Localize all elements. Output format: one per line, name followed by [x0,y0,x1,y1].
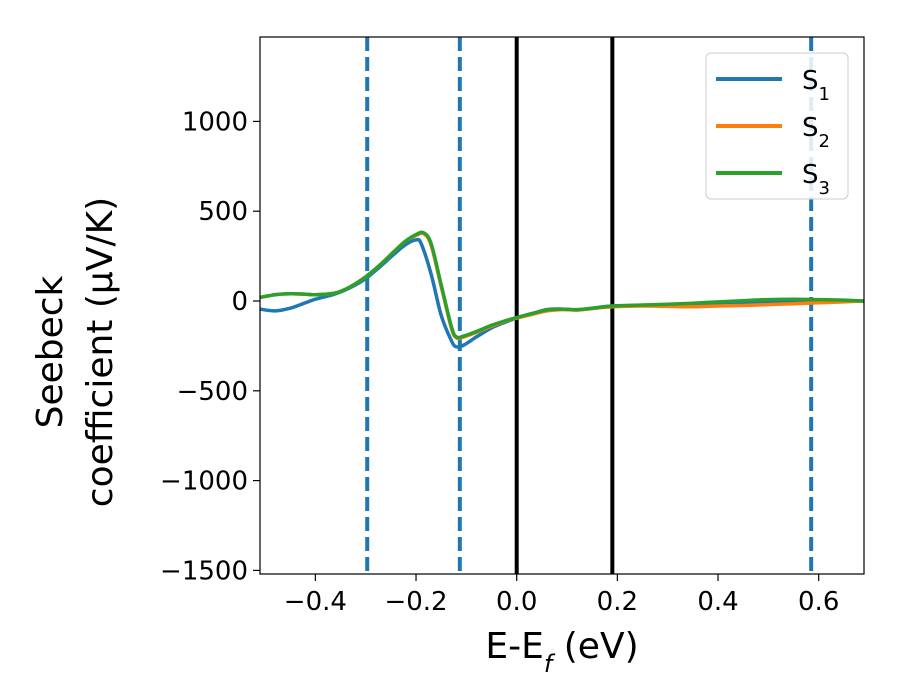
x-tick-label: 0.4 [697,587,738,617]
y-tick-label: −1500 [160,556,248,586]
legend: S1 S2 S3 [705,52,849,200]
y-tick-label: 500 [198,197,248,227]
y-axis-title: Seebeck coefficient (μV/K) [30,197,121,507]
series-lines [260,230,864,349]
legend-label-3: S3 [802,160,830,199]
x-tick-label: 0.0 [496,587,537,617]
plot-frame [259,36,865,575]
x-tick-label: 0.2 [597,587,638,617]
x-axis-title-main: E-E [485,626,543,667]
x-tick-label: 0.6 [798,587,839,617]
series-line-1 [260,237,864,349]
y-axis-title-line2: coefficient (μV/K) [80,197,121,507]
x-axis-title-unit: (eV) [552,626,638,667]
x-tick-label: −0.2 [384,587,447,617]
series-line-3 [260,230,864,340]
legend-label-1: S1 [802,66,830,105]
legend-label-2: S2 [802,113,830,152]
y-tick-label: −1000 [160,467,248,497]
y-axis-title-line1: Seebeck [30,275,71,428]
x-axis-title: E-Ef (eV) [485,626,638,678]
y-tick-label: 1000 [182,107,248,137]
y-tick-label: −500 [177,377,248,407]
y-tick-label: 0 [231,287,248,317]
axes: −0.4 −0.2 0.0 0.2 0.4 0.6 −1500 −1000 −500 0 500 10… [160,36,865,617]
x-tick-label: −0.4 [284,587,347,617]
